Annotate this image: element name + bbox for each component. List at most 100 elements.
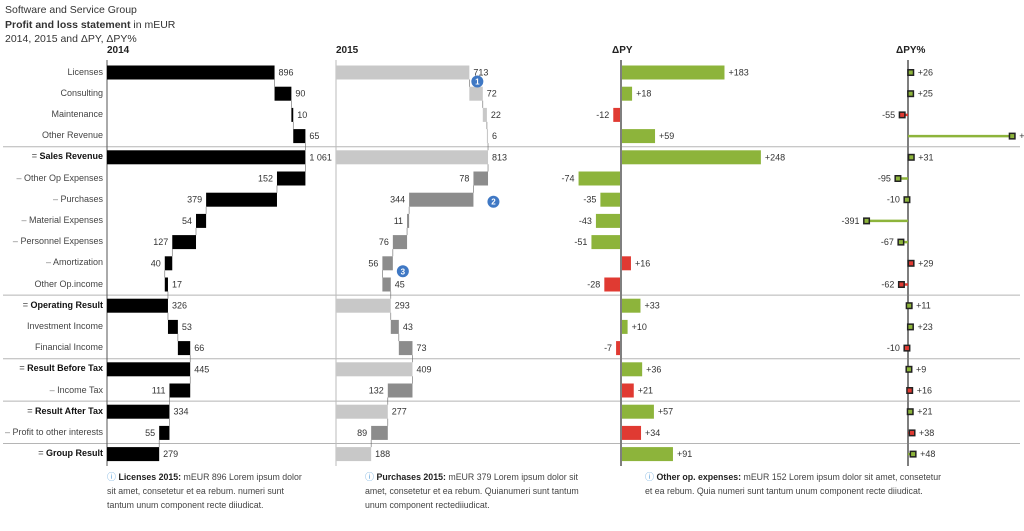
bar-2014 [206, 192, 277, 207]
value-label-2015: 713 [473, 68, 488, 78]
pin-head-fill [911, 452, 916, 457]
note-title: Purchases 2015: [376, 472, 446, 482]
callout-marker-number: 3 [401, 267, 406, 276]
value-label-dpy-pct: -10 [887, 343, 900, 353]
row-label: = Result After Tax [3, 406, 103, 416]
value-label-dpy: +18 [636, 89, 651, 99]
pin-head-fill [907, 303, 912, 308]
callout-marker [471, 75, 484, 88]
row-label: Other Op.income [3, 279, 103, 289]
note-text: mEUR 896 Lorem ipsum dolor sit amet, con… [107, 472, 302, 510]
value-label-dpy: -7 [604, 343, 612, 353]
row-prefix: = [22, 299, 31, 310]
note-text: mEUR 379 Lorem ipsum dolor sit amet, con… [365, 472, 579, 510]
value-label-dpy: +57 [658, 407, 673, 417]
bar-2015 [486, 129, 489, 144]
value-label-dpy: +183 [728, 68, 748, 78]
value-label-dpy: +10 [632, 322, 647, 332]
bar-2015 [387, 383, 413, 398]
value-label-dpy: +248 [765, 152, 785, 162]
bar-2015 [382, 277, 391, 292]
value-label-2014: 40 [151, 258, 161, 268]
value-label-2014: 152 [258, 174, 273, 184]
bar-dpy [622, 298, 641, 313]
bar-2014 [159, 425, 170, 440]
value-label-dpy-pct: -62 [881, 280, 894, 290]
pin-head-fill [864, 218, 869, 223]
row-label: – Other Op Expenses [3, 173, 103, 183]
bar-2014 [107, 150, 306, 165]
value-label-dpy-pct: -10 [887, 195, 900, 205]
value-label-2014: 17 [172, 280, 182, 290]
bar-2014 [291, 107, 294, 122]
bar-dpy [622, 150, 761, 165]
value-label-dpy: -35 [583, 195, 596, 205]
bar-2015 [336, 447, 372, 462]
value-label-2015: 72 [487, 89, 497, 99]
value-label-2014: 896 [279, 68, 294, 78]
row-label: Licenses [3, 67, 103, 77]
value-label-2015: 45 [395, 280, 405, 290]
row-label-text: Group Result [45, 448, 103, 459]
row-prefix: – [4, 426, 13, 437]
pin-head-fill [909, 155, 914, 160]
callout-marker-number: 1 [475, 78, 480, 87]
value-label-dpy-pct: -391 [842, 216, 860, 226]
value-label-2014: 55 [145, 428, 155, 438]
bar-dpy [622, 383, 634, 398]
value-label-2014: 326 [172, 301, 187, 311]
bar-2015 [336, 65, 470, 80]
value-label-2015: 293 [395, 301, 410, 311]
row-prefix: – [49, 384, 58, 395]
pin-head-fill [900, 112, 905, 117]
value-label-dpy-pct: +23 [917, 322, 932, 332]
column-title-2015: 2015 [336, 45, 359, 56]
value-label-dpy-pct: +31 [918, 152, 933, 162]
value-label-2014: 379 [187, 195, 202, 205]
row-label-text: Financial Income [34, 342, 103, 353]
row-label: Other Revenue [3, 130, 103, 140]
bar-dpy [591, 235, 620, 250]
bar-2015 [409, 192, 474, 207]
bar-2015 [390, 319, 399, 334]
row-label: Consulting [3, 88, 103, 98]
row-label-text: Other Revenue [41, 130, 103, 141]
row-label: – Income Tax [3, 385, 103, 395]
bar-2015 [336, 404, 388, 419]
pin-head-fill [904, 197, 909, 202]
bar-2014 [293, 129, 306, 144]
pin-head-fill [907, 388, 912, 393]
value-label-dpy: +33 [644, 301, 659, 311]
value-label-dpy-pct: -95 [878, 174, 891, 184]
value-label-2015: 11 [394, 216, 403, 226]
value-label-2014: 127 [153, 237, 168, 247]
bar-dpy [622, 447, 673, 462]
bar-2014 [107, 362, 191, 377]
row-prefix: = [38, 448, 46, 459]
pin-head-fill [899, 282, 904, 287]
callout-marker [487, 195, 500, 208]
value-label-2014: 53 [182, 322, 192, 332]
bar-dpy [622, 425, 642, 440]
bar-2014 [107, 298, 168, 313]
row-label-text: Personnel Expenses [20, 236, 103, 247]
report-subtitle: 2014, 2015 and ΔPY, ΔPY% [5, 33, 137, 45]
note-licenses: ⓘ Licenses 2015: mEUR 896 Lorem ipsum do… [107, 470, 312, 512]
pin-head-fill [909, 261, 914, 266]
row-label: – Profit to other interests [3, 427, 103, 437]
row-label: – Purchases [3, 194, 103, 204]
value-label-2015: 78 [459, 174, 469, 184]
bar-2014 [107, 65, 275, 80]
row-label-text: Amortization [52, 257, 103, 268]
value-label-dpy-pct: +25 [918, 89, 933, 99]
value-label-2014: 334 [173, 407, 188, 417]
bar-2014 [107, 404, 170, 419]
row-label-text: Result Before Tax [27, 363, 103, 374]
bar-dpy [595, 213, 620, 228]
pin-head-fill [908, 91, 913, 96]
value-label-2015: 344 [390, 195, 405, 205]
row-label: = Sales Revenue [3, 151, 103, 161]
note-other-op-expenses: ⓘ Other op. expenses: mEUR 152 Lorem ips… [645, 470, 945, 498]
value-label-dpy-pct: +11 [916, 301, 931, 311]
pin-head-fill [908, 70, 913, 75]
